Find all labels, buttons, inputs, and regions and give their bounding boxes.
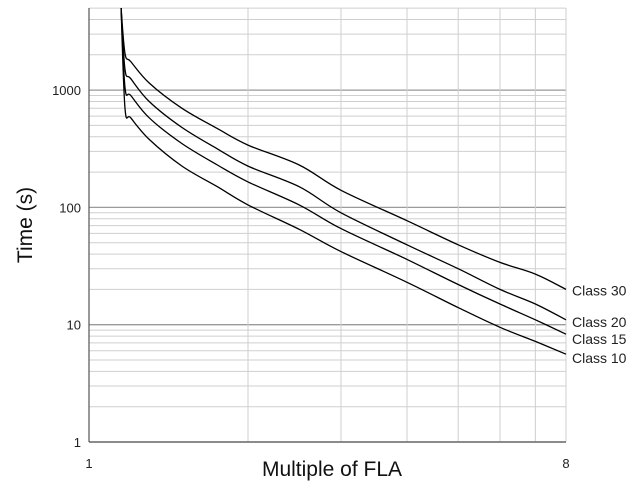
y-tick-label: 1 — [74, 435, 81, 450]
series-label: Class 20 — [572, 314, 627, 330]
series-label: Class 30 — [572, 282, 627, 298]
x-tick-label: 1 — [85, 456, 92, 471]
y-tick-label: 1000 — [52, 83, 81, 98]
x-axis-title: Multiple of FLA — [262, 458, 402, 481]
series-line — [120, 8, 567, 321]
grid — [88, 7, 567, 443]
series-line — [120, 8, 567, 335]
series-line — [120, 8, 567, 355]
series-lines — [120, 8, 567, 355]
tick-labels: 1 10 100 1000 1 8 — [52, 83, 570, 471]
series-line — [120, 8, 567, 290]
y-axis-title: Time (s) — [14, 187, 37, 263]
series-label: Class 10 — [572, 350, 627, 366]
y-tick-label: 10 — [67, 318, 81, 333]
y-tick-label: 100 — [59, 200, 81, 215]
x-tick-label: 8 — [562, 456, 569, 471]
series-label: Class 15 — [572, 331, 627, 347]
